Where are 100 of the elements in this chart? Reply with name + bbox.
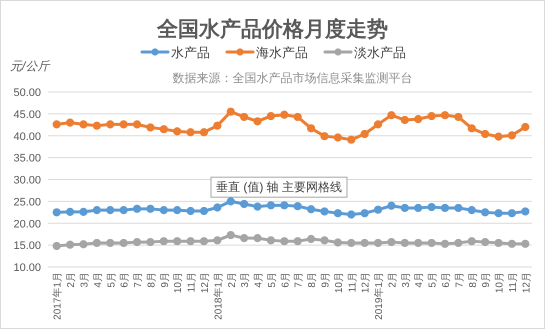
point	[200, 128, 208, 136]
y-tick-label: 25.00	[13, 196, 41, 208]
annotation: 垂直 (值) 轴 主要网格线	[216, 180, 342, 194]
x-tick-label: 5月	[428, 272, 439, 288]
point	[253, 234, 262, 242]
point	[92, 122, 101, 130]
point	[280, 237, 288, 246]
point	[427, 238, 436, 248]
point	[334, 133, 342, 142]
point	[186, 237, 195, 246]
point	[508, 131, 516, 140]
point	[414, 115, 422, 124]
x-tick-label: 2017年1月	[52, 272, 64, 320]
point	[334, 209, 342, 218]
point	[92, 238, 101, 248]
point	[468, 206, 476, 214]
x-tick-label: 6月	[440, 272, 452, 288]
point	[427, 112, 436, 120]
point	[173, 127, 182, 136]
point	[334, 238, 342, 247]
x-tick-label: 2018年1月	[212, 272, 224, 320]
point	[508, 240, 516, 248]
x-tick-label: 9月	[481, 272, 492, 288]
y-tick-label: 45.00	[13, 108, 41, 121]
y-tick-label: 20.00	[13, 218, 41, 230]
x-tick-label: 4月	[254, 272, 265, 288]
x-tick-label: 8月	[468, 272, 479, 288]
x-tick-label: 4月	[414, 272, 426, 288]
point	[120, 120, 128, 128]
point	[213, 203, 222, 212]
legend-label: 淡水产品	[354, 45, 406, 60]
point	[92, 206, 101, 214]
x-tick-label: 8月	[307, 272, 318, 288]
point	[213, 122, 222, 130]
x-tick-label: 10月	[334, 272, 345, 294]
point	[494, 209, 503, 218]
point	[186, 128, 195, 136]
point	[440, 204, 450, 212]
point	[200, 237, 208, 246]
point	[280, 201, 288, 210]
x-tick-label: 11月	[508, 272, 519, 292]
y-axis-title: 元/公斤	[10, 59, 50, 73]
point	[253, 202, 262, 211]
point	[132, 204, 142, 213]
point	[240, 234, 248, 242]
point	[347, 136, 356, 144]
x-tick-label: 12月	[360, 272, 372, 294]
point	[414, 238, 422, 248]
x-tick-label: 5月	[106, 272, 118, 288]
point	[120, 238, 128, 248]
point	[146, 238, 155, 246]
point	[494, 238, 503, 248]
y-tick-label: 15.00	[13, 240, 41, 252]
point	[173, 237, 182, 246]
point	[454, 204, 462, 212]
point	[320, 132, 329, 140]
point	[521, 207, 530, 216]
y-tick-label: 30.00	[13, 174, 41, 186]
x-tick-label: 3月	[79, 272, 90, 288]
point	[186, 206, 195, 216]
point	[374, 206, 382, 214]
x-tick-label: 9月	[160, 272, 171, 288]
point	[400, 204, 409, 212]
point	[280, 110, 288, 119]
point	[146, 204, 155, 213]
x-tick-label: 2月	[66, 272, 78, 288]
point	[306, 234, 316, 244]
point	[132, 120, 142, 128]
source-note: 数据来源：全国水产品市场信息采集监测平台	[172, 71, 412, 85]
point	[173, 206, 182, 214]
x-tick-label: 10月	[494, 272, 506, 294]
point	[240, 112, 248, 122]
x-tick-label: 3月	[240, 272, 252, 288]
x-tick-label: 5月	[266, 272, 278, 288]
point	[240, 200, 248, 208]
legend-label: 海水产品	[256, 45, 308, 60]
point	[294, 202, 302, 210]
point	[226, 197, 235, 206]
point	[360, 130, 369, 138]
point	[106, 120, 114, 128]
point	[132, 238, 142, 246]
x-tick-label: 2月	[387, 272, 398, 288]
point	[52, 208, 61, 216]
point	[120, 206, 128, 214]
point	[160, 206, 168, 214]
point	[360, 209, 369, 218]
y-tick-label: 10.00	[13, 262, 41, 274]
point	[440, 111, 450, 120]
x-tick-label: 6月	[120, 272, 131, 288]
point	[454, 112, 462, 122]
point	[468, 237, 476, 246]
point	[521, 122, 530, 132]
point	[200, 206, 208, 216]
point	[66, 240, 74, 249]
point	[294, 112, 302, 122]
point	[266, 112, 276, 120]
x-tick-label: 3月	[400, 272, 412, 288]
point	[226, 230, 235, 240]
point	[52, 242, 61, 250]
point	[106, 238, 114, 248]
